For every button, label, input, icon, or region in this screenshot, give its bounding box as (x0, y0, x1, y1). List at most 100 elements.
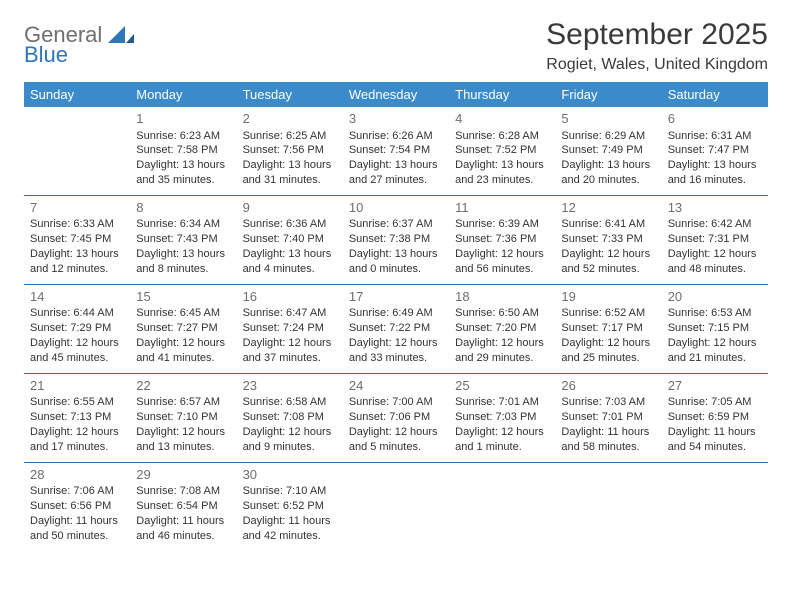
weekday-header: Sunday (24, 82, 130, 107)
sunset-text: Sunset: 7:15 PM (668, 321, 762, 336)
sunrise-text: Sunrise: 6:37 AM (349, 217, 443, 232)
calendar-day-cell: 9Sunrise: 6:36 AMSunset: 7:40 PMDaylight… (237, 195, 343, 284)
sunrise-text: Sunrise: 6:49 AM (349, 306, 443, 321)
day-number: 19 (561, 288, 655, 306)
calendar-day-cell: 1Sunrise: 6:23 AMSunset: 7:58 PMDaylight… (130, 107, 236, 195)
day-number: 16 (243, 288, 337, 306)
sunrise-text: Sunrise: 6:41 AM (561, 217, 655, 232)
sunrise-text: Sunrise: 6:52 AM (561, 306, 655, 321)
daylight-text: and 46 minutes. (136, 529, 230, 544)
calendar-week-row: 7Sunrise: 6:33 AMSunset: 7:45 PMDaylight… (24, 195, 768, 284)
sunrise-text: Sunrise: 7:00 AM (349, 395, 443, 410)
sunset-text: Sunset: 7:40 PM (243, 232, 337, 247)
daylight-text: Daylight: 12 hours (455, 425, 549, 440)
logo: General Blue (24, 18, 136, 66)
day-number: 25 (455, 377, 549, 395)
daylight-text: and 54 minutes. (668, 440, 762, 455)
calendar-day-cell: 27Sunrise: 7:05 AMSunset: 6:59 PMDayligh… (662, 373, 768, 462)
calendar-day-cell: 7Sunrise: 6:33 AMSunset: 7:45 PMDaylight… (24, 195, 130, 284)
sunset-text: Sunset: 7:45 PM (30, 232, 124, 247)
calendar-day-cell: 28Sunrise: 7:06 AMSunset: 6:56 PMDayligh… (24, 462, 130, 550)
day-number: 11 (455, 199, 549, 217)
day-number: 1 (136, 110, 230, 128)
sunset-text: Sunset: 7:54 PM (349, 143, 443, 158)
weekday-header: Monday (130, 82, 236, 107)
daylight-text: and 58 minutes. (561, 440, 655, 455)
calendar-day-cell: 25Sunrise: 7:01 AMSunset: 7:03 PMDayligh… (449, 373, 555, 462)
sunset-text: Sunset: 7:52 PM (455, 143, 549, 158)
calendar-day-cell: 14Sunrise: 6:44 AMSunset: 7:29 PMDayligh… (24, 284, 130, 373)
day-number: 22 (136, 377, 230, 395)
daylight-text: Daylight: 13 hours (349, 158, 443, 173)
daylight-text: Daylight: 11 hours (136, 514, 230, 529)
day-number: 28 (30, 466, 124, 484)
daylight-text: Daylight: 12 hours (30, 336, 124, 351)
day-number: 30 (243, 466, 337, 484)
daylight-text: and 31 minutes. (243, 173, 337, 188)
daylight-text: and 21 minutes. (668, 351, 762, 366)
sunset-text: Sunset: 7:06 PM (349, 410, 443, 425)
day-number: 2 (243, 110, 337, 128)
sunset-text: Sunset: 7:47 PM (668, 143, 762, 158)
sunrise-text: Sunrise: 6:25 AM (243, 129, 337, 144)
sunrise-text: Sunrise: 6:47 AM (243, 306, 337, 321)
daylight-text: and 9 minutes. (243, 440, 337, 455)
daylight-text: Daylight: 11 hours (30, 514, 124, 529)
day-number: 13 (668, 199, 762, 217)
sunrise-text: Sunrise: 6:34 AM (136, 217, 230, 232)
daylight-text: Daylight: 12 hours (30, 425, 124, 440)
sunrise-text: Sunrise: 6:50 AM (455, 306, 549, 321)
daylight-text: Daylight: 12 hours (136, 425, 230, 440)
sunset-text: Sunset: 7:56 PM (243, 143, 337, 158)
sunrise-text: Sunrise: 6:39 AM (455, 217, 549, 232)
day-number: 21 (30, 377, 124, 395)
month-title: September 2025 (546, 18, 768, 52)
daylight-text: Daylight: 11 hours (243, 514, 337, 529)
daylight-text: Daylight: 13 hours (30, 247, 124, 262)
daylight-text: and 37 minutes. (243, 351, 337, 366)
daylight-text: Daylight: 11 hours (561, 425, 655, 440)
sunset-text: Sunset: 7:31 PM (668, 232, 762, 247)
sunset-text: Sunset: 7:49 PM (561, 143, 655, 158)
calendar-day-cell: 26Sunrise: 7:03 AMSunset: 7:01 PMDayligh… (555, 373, 661, 462)
daylight-text: Daylight: 13 hours (136, 158, 230, 173)
calendar-table: Sunday Monday Tuesday Wednesday Thursday… (24, 82, 768, 551)
daylight-text: Daylight: 13 hours (136, 247, 230, 262)
calendar-day-cell: 23Sunrise: 6:58 AMSunset: 7:08 PMDayligh… (237, 373, 343, 462)
sunrise-text: Sunrise: 6:26 AM (349, 129, 443, 144)
daylight-text: and 48 minutes. (668, 262, 762, 277)
daylight-text: and 45 minutes. (30, 351, 124, 366)
calendar-day-cell: 16Sunrise: 6:47 AMSunset: 7:24 PMDayligh… (237, 284, 343, 373)
day-number: 15 (136, 288, 230, 306)
day-number: 8 (136, 199, 230, 217)
calendar-day-cell (662, 462, 768, 550)
calendar-day-cell: 18Sunrise: 6:50 AMSunset: 7:20 PMDayligh… (449, 284, 555, 373)
daylight-text: Daylight: 13 hours (243, 247, 337, 262)
calendar-day-cell: 15Sunrise: 6:45 AMSunset: 7:27 PMDayligh… (130, 284, 236, 373)
calendar-day-cell: 12Sunrise: 6:41 AMSunset: 7:33 PMDayligh… (555, 195, 661, 284)
sunrise-text: Sunrise: 6:28 AM (455, 129, 549, 144)
day-number: 14 (30, 288, 124, 306)
sunrise-text: Sunrise: 6:33 AM (30, 217, 124, 232)
day-number: 9 (243, 199, 337, 217)
calendar-week-row: 14Sunrise: 6:44 AMSunset: 7:29 PMDayligh… (24, 284, 768, 373)
day-number: 29 (136, 466, 230, 484)
header: General Blue September 2025 Rogiet, Wale… (24, 18, 768, 74)
calendar-day-cell: 13Sunrise: 6:42 AMSunset: 7:31 PMDayligh… (662, 195, 768, 284)
day-number: 4 (455, 110, 549, 128)
calendar-day-cell (24, 107, 130, 195)
sunset-text: Sunset: 7:10 PM (136, 410, 230, 425)
sunset-text: Sunset: 7:29 PM (30, 321, 124, 336)
calendar-day-cell: 10Sunrise: 6:37 AMSunset: 7:38 PMDayligh… (343, 195, 449, 284)
daylight-text: and 29 minutes. (455, 351, 549, 366)
day-number: 7 (30, 199, 124, 217)
calendar-day-cell: 22Sunrise: 6:57 AMSunset: 7:10 PMDayligh… (130, 373, 236, 462)
calendar-day-cell: 20Sunrise: 6:53 AMSunset: 7:15 PMDayligh… (662, 284, 768, 373)
daylight-text: and 0 minutes. (349, 262, 443, 277)
daylight-text: and 42 minutes. (243, 529, 337, 544)
day-number: 24 (349, 377, 443, 395)
calendar-day-cell (449, 462, 555, 550)
day-number: 27 (668, 377, 762, 395)
sunrise-text: Sunrise: 7:05 AM (668, 395, 762, 410)
weekday-header: Friday (555, 82, 661, 107)
